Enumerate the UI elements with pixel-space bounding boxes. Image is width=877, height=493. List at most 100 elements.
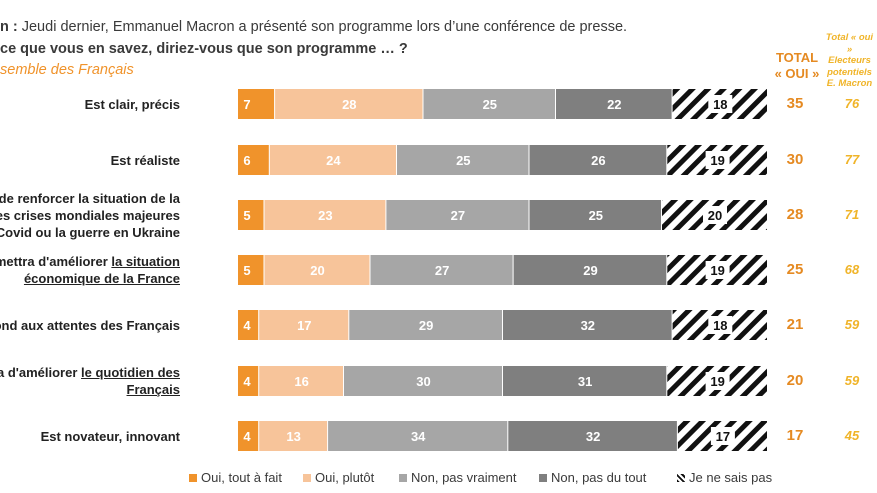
legend-label: Oui, tout à fait	[201, 470, 282, 485]
bar-value-label: 27	[451, 208, 465, 223]
dont-know-value-box	[705, 372, 730, 390]
row-label: a d'améliorer le quotidien des Français	[0, 364, 180, 398]
bar-value-label: 4	[243, 318, 251, 333]
electeurs-value: 71	[844, 207, 860, 222]
bar-segment	[238, 145, 269, 175]
bar-value-label: 19	[710, 374, 724, 389]
bar-value-label: 4	[243, 429, 251, 444]
bar-value-label: 20	[310, 263, 324, 278]
bar-value-label: 29	[419, 318, 433, 333]
population-label: semble des Français	[0, 62, 134, 78]
legend-item: Non, pas du tout	[539, 470, 646, 485]
row-label-line: mettra d'améliorer la situation	[0, 254, 180, 269]
bar-segment	[259, 310, 349, 340]
electeurs-value: 77	[844, 152, 860, 167]
row-label: Est clair, précis	[85, 96, 180, 113]
bar-value-label: 23	[318, 208, 332, 223]
electeurs-value: 59	[844, 317, 860, 332]
bar-value-label: 5	[243, 263, 250, 278]
row-label-line: économique de la France	[0, 270, 180, 287]
bar-segment	[349, 310, 502, 340]
electeurs-header-line-4: E. Macron	[826, 78, 873, 89]
underlined-text: le quotidien des	[81, 365, 180, 380]
question-line-1: n : Jeudi dernier, Emmanuel Macron a pré…	[0, 19, 627, 35]
dont-know-value-box	[708, 95, 733, 113]
row-label-line: pond aux attentes des Français	[0, 317, 180, 333]
underlined-text: la situation	[111, 254, 180, 269]
electeurs-value: 59	[844, 373, 860, 388]
bar-value-label: 19	[710, 263, 724, 278]
electeurs-header-line-1: Total « oui »	[825, 32, 874, 55]
row-label-line: a d'améliorer le quotidien des	[0, 365, 180, 380]
bar-value-label: 4	[243, 374, 251, 389]
bar-value-label: 22	[607, 97, 621, 112]
bar-value-label: 25	[483, 97, 497, 112]
bar-segment	[513, 255, 667, 285]
total-oui-value: 25	[786, 261, 804, 278]
question-line-2: ce que vous en savez, diriez-vous que so…	[0, 41, 408, 57]
legend-swatch	[677, 474, 685, 482]
bar-segment	[259, 366, 343, 396]
row-label-line: Est réaliste	[110, 152, 180, 168]
row-label-line: des crises mondiales majeures	[0, 207, 180, 223]
bar-value-label: 20	[708, 208, 722, 223]
bar-segment	[529, 200, 661, 230]
bar-value-label: 5	[243, 208, 250, 223]
legend-swatch	[189, 474, 197, 482]
total-oui-value: 28	[786, 206, 804, 223]
bar-segment	[269, 145, 396, 175]
legend-item: Non, pas vraiment	[399, 470, 517, 485]
dont-know-value-box	[710, 427, 735, 445]
row-label-line: Covid ou la guerre en Ukraine	[0, 224, 180, 240]
bar-segment	[423, 89, 555, 119]
bar-value-label: 6	[243, 153, 250, 168]
bar-segment	[556, 89, 672, 119]
row-label: de renforcer la situation de la des crise…	[0, 190, 180, 241]
underlined-text: économique de la France	[23, 271, 180, 286]
row-label: pond aux attentes des Français	[0, 317, 180, 334]
bar-segment	[344, 366, 502, 396]
legend-item: Oui, tout à fait	[189, 470, 282, 485]
bar-value-label: 19	[710, 153, 724, 168]
bar-value-label: 18	[713, 97, 727, 112]
bar-segment	[397, 145, 529, 175]
total-oui-value: 35	[786, 95, 804, 112]
total-header-line-2: « OUI »	[774, 66, 820, 81]
row-label: mettra d'améliorer la situation économiqu…	[0, 253, 180, 287]
bar-value-label: 13	[286, 429, 300, 444]
bar-segment	[503, 310, 672, 340]
electeurs-header-line-3: potentiels	[827, 66, 872, 78]
total-oui-value: 17	[786, 427, 804, 444]
bar-segment	[328, 421, 508, 451]
bar-segment	[386, 200, 529, 230]
electeurs-value: 76	[844, 96, 860, 111]
bar-segment	[259, 421, 328, 451]
bar-segment	[238, 366, 259, 396]
bar-value-label: 7	[243, 97, 250, 112]
question-prefix: n :	[0, 19, 18, 35]
legend-label: Oui, plutôt	[315, 470, 375, 485]
bar-segment	[238, 89, 275, 119]
bar-value-label: 26	[591, 153, 605, 168]
row-label: Est novateur, innovant	[41, 428, 180, 445]
dont-know-value-box	[703, 206, 727, 224]
bar-value-label: 32	[586, 429, 600, 444]
bar-value-label: 25	[589, 208, 603, 223]
bar-value-label: 16	[294, 374, 308, 389]
electeurs-value: 45	[844, 428, 860, 443]
bar-segment	[264, 255, 370, 285]
underlined-text: Français	[126, 382, 180, 397]
row-label-line: Est novateur, innovant	[40, 428, 180, 444]
legend-item: Je ne sais pas	[677, 470, 772, 485]
bar-value-label: 28	[342, 97, 356, 112]
electeurs-header: Total « oui » Electeurs potentiels E. Ma…	[822, 32, 877, 90]
bar-value-label: 34	[411, 429, 426, 444]
total-header-line-1: TOTAL	[775, 50, 819, 65]
legend-label: Non, pas du tout	[551, 470, 647, 485]
bar-segment	[238, 200, 264, 230]
electeurs-header-line-2: Electeurs	[828, 55, 871, 66]
bar-segment	[238, 255, 264, 285]
bar-value-label: 31	[578, 374, 592, 389]
bar-value-label: 27	[435, 263, 449, 278]
